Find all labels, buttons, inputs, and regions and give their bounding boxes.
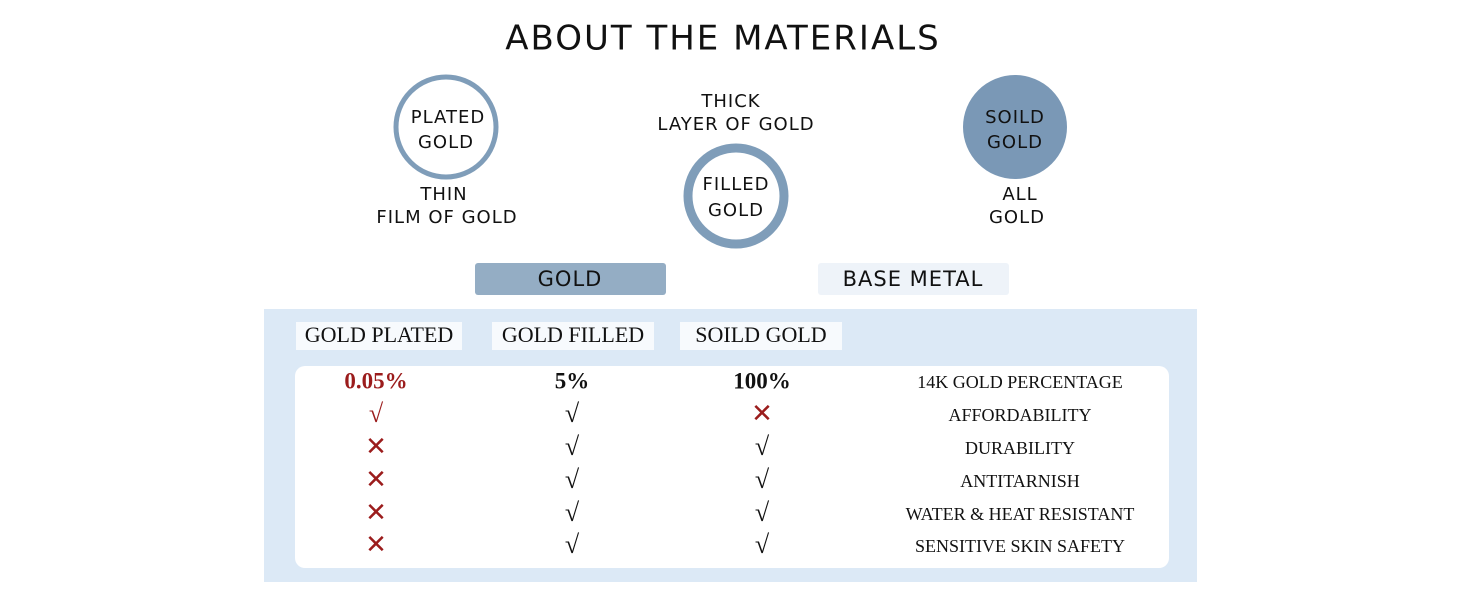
table-cell: √: [565, 530, 580, 559]
table-cell: 5%: [555, 368, 590, 393]
circle-label: GOLD: [987, 132, 1043, 153]
circle-label: FILLED: [703, 174, 770, 195]
circle-caption: LAYER OF GOLD: [657, 114, 814, 135]
table-body: [295, 366, 1169, 568]
circle-label: GOLD: [418, 132, 474, 153]
table-cell: √: [565, 498, 580, 527]
legend: GOLD BASE METAL: [475, 263, 1009, 295]
table-cell: √: [369, 399, 384, 428]
column-header: GOLD FILLED: [502, 322, 644, 347]
legend-label: GOLD: [538, 267, 603, 291]
solid-circle: [963, 75, 1067, 179]
table-cell: 100%: [733, 368, 791, 393]
table-cell: ✕: [365, 432, 387, 461]
header-box: [296, 322, 462, 350]
table-cell: √: [755, 530, 770, 559]
table-cell: √: [755, 498, 770, 527]
row-label: AFFORDABILITY: [948, 405, 1091, 425]
column-header: SOILD GOLD: [695, 322, 826, 347]
table-cell: √: [755, 432, 770, 461]
circle-caption: ALL: [1002, 184, 1037, 205]
table-cell: 0.05%: [344, 368, 407, 393]
table-cell: ✕: [365, 530, 387, 559]
circle-caption: THIN: [419, 184, 467, 205]
header-box: [492, 322, 654, 350]
circle-caption: GOLD: [989, 207, 1045, 228]
circle-caption: THICK: [700, 91, 760, 112]
filled-circle: [683, 143, 789, 249]
table-cell: √: [565, 432, 580, 461]
table-cell: √: [565, 465, 580, 494]
table-cell: ✕: [365, 465, 387, 494]
header-box: [680, 322, 842, 350]
row-label: DURABILITY: [965, 438, 1075, 458]
circle-label: SOILD: [985, 107, 1045, 128]
row-label: ANTITARNISH: [960, 471, 1080, 491]
column-header: GOLD PLATED: [305, 322, 454, 347]
table-cell: ✕: [751, 399, 773, 428]
circle-caption: FILM OF GOLD: [376, 207, 517, 228]
plated-circle: [393, 74, 499, 180]
table-cell: √: [565, 399, 580, 428]
circle-label: GOLD: [708, 200, 764, 221]
legend-swatch: [818, 263, 1009, 295]
legend-label: BASE METAL: [843, 267, 984, 291]
row-label: 14K GOLD PERCENTAGE: [917, 372, 1123, 392]
row-label: SENSITIVE SKIN SAFETY: [915, 536, 1125, 556]
legend-swatch: [475, 263, 666, 295]
row-label: WATER & HEAT RESISTANT: [906, 504, 1135, 524]
circle-label: PLATED: [411, 107, 485, 128]
table-cell: √: [755, 465, 770, 494]
table-cell: ✕: [365, 498, 387, 527]
title: ABOUT THE MATERIALS: [505, 19, 940, 59]
table: GOLD PLATED GOLD FILLED SOILD GOLD 0.05% 5% 1…: [296, 322, 1134, 559]
